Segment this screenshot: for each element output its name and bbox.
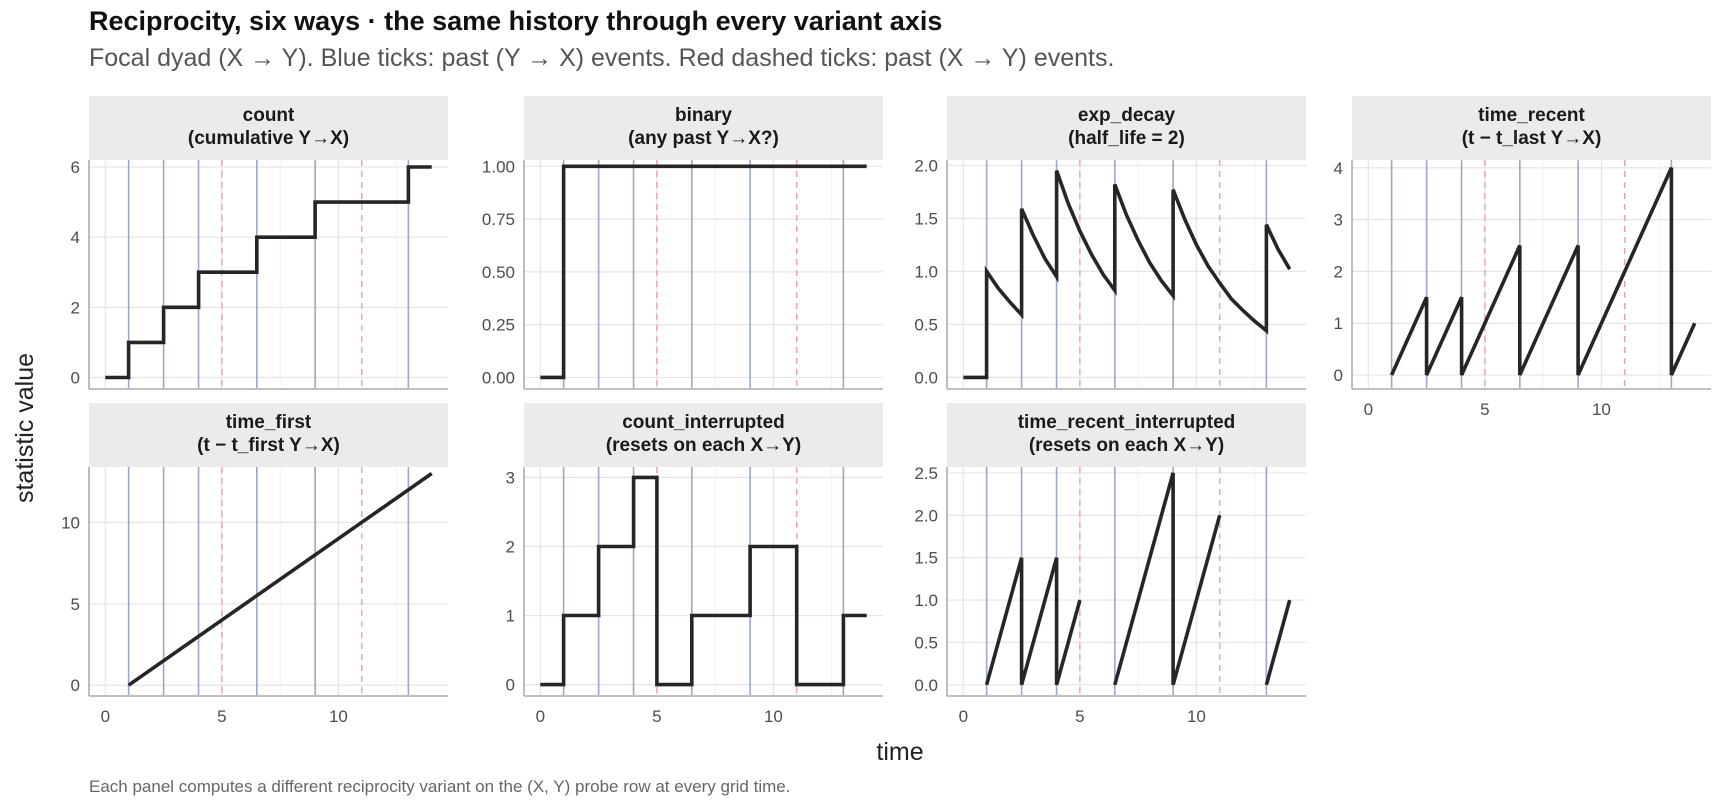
y-tick-label: 2.5 [914,464,938,483]
x-tick-label: 0 [959,707,968,726]
series-line [1389,167,1697,376]
strip-background [947,96,1306,160]
y-tick-label: 4 [71,228,80,247]
y-tick-label: 0 [1334,366,1343,385]
y-tick-label: 10 [61,513,80,532]
strip-label-line: count [243,105,295,126]
series-line [1264,599,1292,686]
y-tick-label: 0.0 [914,676,938,695]
strip-label-line: count_interrupted [622,412,785,433]
strip-label-line: (any past Y→X?) [628,128,779,149]
x-tick-label: 10 [329,707,348,726]
strip-background [947,403,1306,467]
panel-time_recent: time_recent(t − t_last Y→X) 0 1 2 3 4 0 5 10 [1334,96,1711,419]
strip-label-line: (resets on each X→Y) [1029,435,1224,456]
y-tick-label: 2 [71,298,80,317]
x-tick-label: 5 [1480,400,1489,419]
strip-background [1352,96,1711,160]
strip-background [524,403,883,467]
strip-background [89,96,448,160]
y-tick-label: 0 [71,368,80,387]
y-tick-label: 2.0 [914,156,938,175]
y-axis-title: statistic value [11,353,39,503]
panel-count: count(cumulative Y→X) 0 2 4 6 [71,96,448,390]
x-tick-label: 5 [652,707,661,726]
y-tick-label: 0 [506,676,515,695]
series-line [540,475,867,687]
y-tick-label: 5 [71,595,80,614]
strip-label-line: binary [675,105,732,126]
strip-label-line: (t − t_last Y→X) [1462,128,1602,149]
y-tick-label: 1.0 [914,591,938,610]
y-tick-label: 0.25 [482,316,515,335]
x-tick-label: 5 [217,707,226,726]
y-tick-label: 0.75 [482,210,515,229]
series-line [963,170,1292,380]
series-line [105,165,432,380]
strip-background [89,403,448,467]
x-tick-label: 5 [1075,707,1084,726]
x-tick-label: 10 [1592,400,1611,419]
y-tick-label: 2 [1334,262,1343,281]
y-tick-label: 1.5 [914,549,938,568]
y-tick-label: 1 [506,607,515,626]
series-line [1113,472,1222,686]
strip-label-line: (cumulative Y→X) [188,128,349,149]
y-tick-label: 3 [1334,211,1343,230]
y-tick-label: 1 [1334,314,1343,333]
strip-label-line: time_recent [1478,105,1585,126]
panel-time_first: time_first(t − t_first Y→X) 0 5 10 0 5 10 [61,403,448,726]
strip-label-line: time_recent_interrupted [1018,412,1236,433]
panel-time_recent_interrupted: time_recent_interrupted(resets on each X… [914,403,1306,726]
x-tick-label: 0 [101,707,110,726]
y-tick-label: 1.00 [482,157,515,176]
y-tick-label: 0.0 [914,368,938,387]
panel-exp_decay: exp_decay(half_life = 2) 0.0 0.5 1.0 1.5 2.0 [914,96,1306,390]
y-tick-label: 0.50 [482,263,515,282]
x-axis-title: time [876,738,923,766]
strip-label-line: exp_decay [1078,105,1176,126]
strip-label-line: (half_life = 2) [1068,128,1185,149]
panel-count_interrupted: count_interrupted(resets on each X→Y) 0 1 2… [506,403,883,726]
y-tick-label: 1.5 [914,209,938,228]
x-tick-label: 10 [1187,707,1206,726]
x-tick-label: 0 [1364,400,1373,419]
y-tick-label: 1.0 [914,262,938,281]
x-tick-label: 10 [764,707,783,726]
series-line [127,472,433,687]
x-tick-label: 0 [536,707,545,726]
y-tick-label: 0.5 [914,315,938,334]
chart-title: Reciprocity, six ways · the same history… [89,6,943,36]
series-line [984,557,1082,686]
y-tick-label: 2.0 [914,506,938,525]
chart-caption: Each panel computes a different reciproc… [89,777,791,796]
y-tick-label: 6 [71,158,80,177]
y-tick-label: 2 [506,537,515,556]
strip-background [524,96,883,160]
series-line [540,164,867,380]
y-tick-label: 0 [71,676,80,695]
strip-label-line: (t − t_first Y→X) [197,435,340,456]
y-tick-label: 4 [1334,159,1343,178]
y-tick-label: 0.00 [482,368,515,387]
panel-binary: binary(any past Y→X?) 0.00 0.25 0.50 0.75 1.0… [482,96,883,390]
strip-label-line: (resets on each X→Y) [606,435,801,456]
chart-subtitle: Focal dyad (X → Y). Blue ticks: past (Y … [89,44,1115,72]
y-tick-label: 0.5 [914,633,938,652]
strip-label-line: time_first [226,412,312,433]
y-tick-label: 3 [506,468,515,487]
